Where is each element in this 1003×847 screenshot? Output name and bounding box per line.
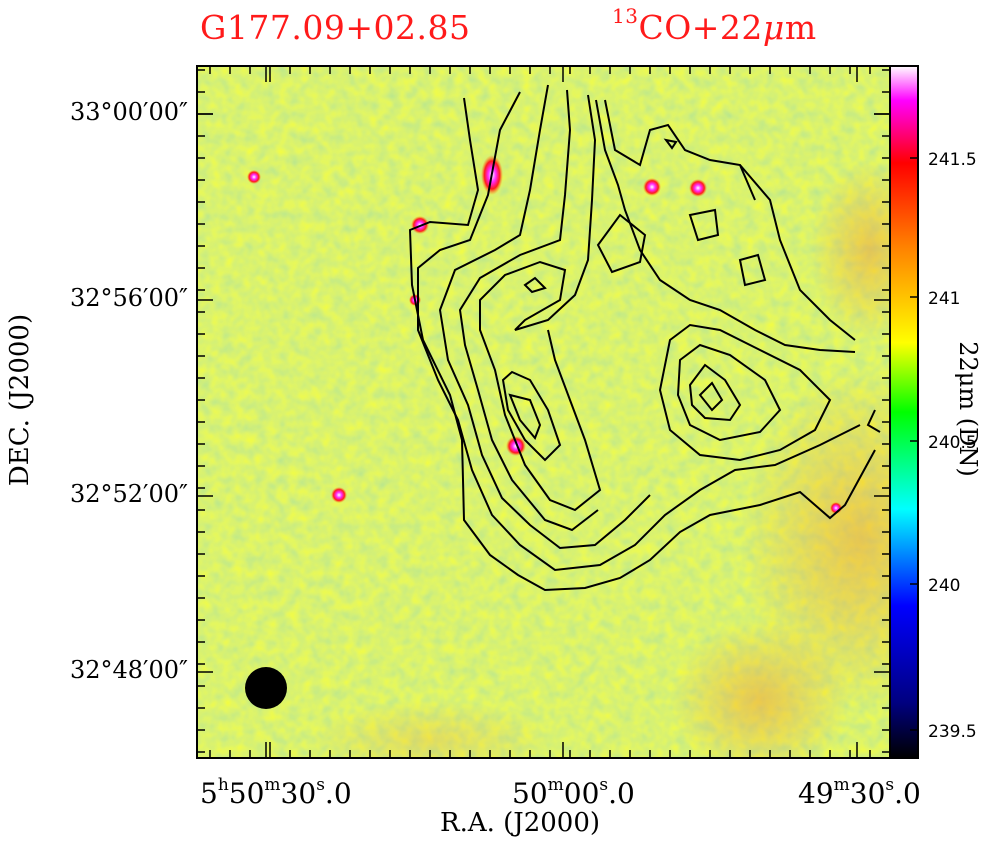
x-tick-label: 50m00s.0 <box>512 775 635 810</box>
contour-level-19 <box>698 381 724 412</box>
contour-level-15 <box>595 99 856 353</box>
colorbar-tick-label: 241 <box>928 289 961 309</box>
intensity-map <box>197 66 890 758</box>
contour-level-17 <box>676 343 782 442</box>
x-tick-label: 5h50m30s.0 <box>200 775 352 810</box>
tracer-main: CO+22 <box>638 8 763 47</box>
contour-level-18 <box>688 363 742 422</box>
tracer-title: 13CO+22μm <box>612 4 817 47</box>
contour-level-13 <box>663 138 678 150</box>
contour-level-2 <box>417 91 861 572</box>
x-axis-label: R.A. (J2000) <box>440 808 601 838</box>
contour-level-14 <box>739 164 856 341</box>
point-source <box>331 487 347 503</box>
isotope-superscript: 13 <box>612 4 639 28</box>
beam-circle <box>245 667 287 709</box>
contour-level-12 <box>738 253 767 287</box>
y-tick-label: 33°00′00″ <box>69 98 188 126</box>
contour-level-5 <box>479 94 602 512</box>
colorbar-ticks <box>910 157 918 731</box>
source-title: G177.09+02.85 <box>200 8 471 47</box>
colorbar-tick-label: 239.5 <box>928 722 977 742</box>
colorbar <box>889 65 919 759</box>
x-tick-label: 49m30s.0 <box>798 775 921 810</box>
point-source <box>689 179 707 197</box>
frame-ticks <box>197 66 890 758</box>
contour-level-3 <box>438 84 651 550</box>
contour-level-9 <box>596 213 647 274</box>
tracer-unit: m <box>784 8 817 47</box>
contour-level-7 <box>508 393 542 440</box>
y-tick-label: 32°52′00″ <box>69 480 188 508</box>
point-source <box>247 170 261 184</box>
y-tick-label: 32°56′00″ <box>69 284 188 312</box>
colorbar-tick-label: 240 <box>928 576 961 596</box>
contour-level-6 <box>501 370 562 462</box>
colorbar-tick-label: 240.5 <box>928 433 977 453</box>
contour-level-10 <box>604 99 756 201</box>
co-contours <box>408 84 881 592</box>
y-tick-label: 32°48′00″ <box>69 656 188 684</box>
point-source <box>506 436 526 456</box>
contour-level-4 <box>458 89 599 532</box>
tracer-mu: μ <box>762 8 785 47</box>
contour-level-16 <box>658 323 832 462</box>
contour-level-11 <box>688 208 720 242</box>
contour-level-8 <box>523 276 547 294</box>
colorbar-tick-label: 241.5 <box>928 150 977 170</box>
contour-level-1 <box>408 97 876 592</box>
contour-level-20 <box>866 409 881 433</box>
point-source <box>643 178 661 196</box>
y-axis-label: DEC. (J2000) <box>5 313 35 487</box>
colorbar-label: 22μm (DN) <box>954 341 982 477</box>
